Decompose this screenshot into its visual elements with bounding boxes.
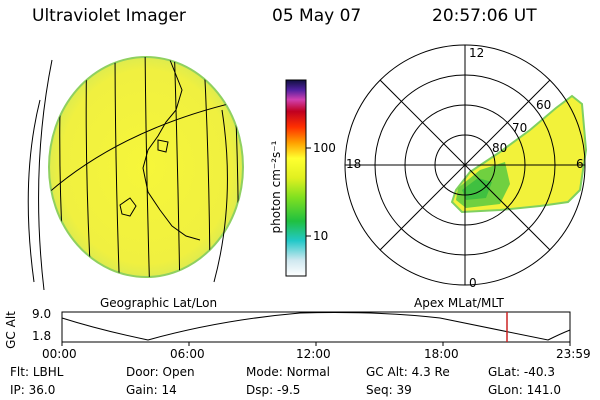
mlt-label-top: 12	[469, 46, 485, 60]
mlat-label-60: 60	[536, 98, 552, 112]
image-date: 05 May 07	[272, 6, 362, 26]
status-filter: Flt: LBHL	[10, 365, 64, 379]
geographic-disk	[27, 56, 244, 291]
colorbar-tick-10: 10	[313, 229, 329, 243]
status-ip: IP: 36.0	[10, 383, 56, 397]
status-gc-alt: GC Alt: 4.3 Re	[366, 365, 450, 379]
status-seq: Seq: 39	[366, 383, 412, 397]
altitude-ytick-min: 1.8	[32, 329, 52, 343]
altitude-xtick: 23:59	[556, 347, 591, 361]
status-gain: Gain: 14	[126, 383, 177, 397]
mlt-label-bottom: 0	[469, 276, 477, 290]
altitude-plot	[61, 311, 571, 346]
altitude-ylabel: GC Alt	[4, 311, 18, 349]
colorbar-unit-label: photon cm⁻²s⁻¹	[269, 140, 283, 234]
polar-panel-label: Apex MLat/MLT	[414, 296, 504, 310]
mlat-label-70: 70	[512, 121, 528, 135]
status-dsp: Dsp: -9.5	[246, 383, 301, 397]
altitude-xtick: 06:00	[170, 347, 205, 361]
mlt-label-left: 18	[346, 157, 362, 171]
polar-plot	[344, 44, 588, 286]
colorbar	[285, 79, 311, 277]
status-glon: GLon: 141.0	[488, 383, 561, 397]
mlt-label-right: 6	[576, 157, 584, 171]
mlat-label-80: 80	[492, 141, 508, 155]
altitude-ytick-max: 9.0	[32, 307, 52, 321]
instrument-title: Ultraviolet Imager	[32, 6, 186, 26]
status-door: Door: Open	[126, 365, 195, 379]
altitude-xtick: 00:00	[42, 347, 77, 361]
status-glat: GLat: -40.3	[488, 365, 555, 379]
colorbar-tick-100: 100	[313, 141, 336, 155]
status-mode: Mode: Normal	[246, 365, 330, 379]
altitude-xtick: 12:00	[296, 347, 331, 361]
altitude-xtick: 18:00	[424, 347, 459, 361]
image-time: 20:57:06 UT	[432, 6, 537, 26]
geo-panel-label: Geographic Lat/Lon	[100, 296, 218, 310]
